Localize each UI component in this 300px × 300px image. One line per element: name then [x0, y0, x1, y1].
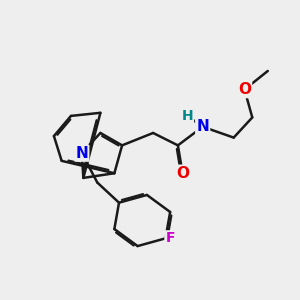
Text: O: O [238, 82, 251, 97]
Text: H: H [182, 109, 193, 123]
Text: F: F [165, 231, 175, 245]
Text: O: O [176, 166, 189, 181]
Text: N: N [75, 146, 88, 160]
Text: N: N [196, 119, 209, 134]
